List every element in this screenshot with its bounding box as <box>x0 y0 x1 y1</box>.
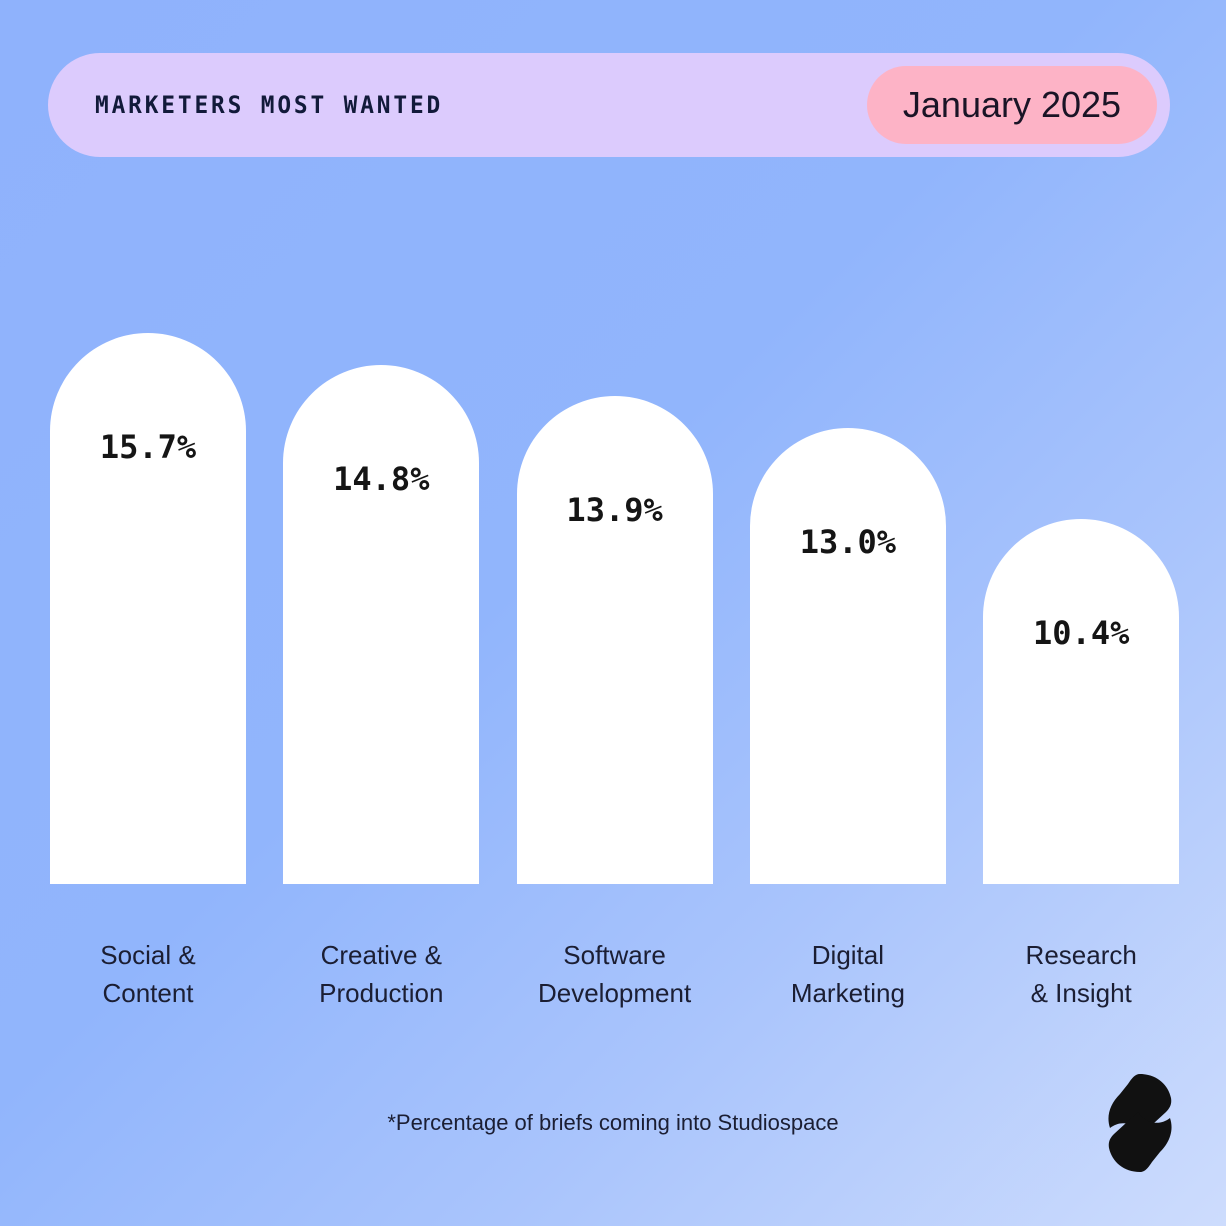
date-badge: January 2025 <box>867 66 1157 144</box>
bar <box>983 518 1180 884</box>
bar <box>516 396 713 884</box>
category-label-line: Content <box>102 978 194 1008</box>
category-label-line: Software <box>563 940 666 970</box>
category-label-line: Creative & <box>320 940 442 970</box>
category-label-line: Social & <box>100 940 196 970</box>
studiospace-logo-icon <box>1108 1074 1172 1172</box>
category-label-line: Marketing <box>790 978 905 1008</box>
category-label-line: Production <box>319 978 444 1008</box>
category-label: Software Development <box>495 936 735 1012</box>
category-label: Social & Content <box>28 936 268 1012</box>
category-label: Creative & Production <box>261 936 501 1012</box>
header-pill: MARKETERS MOST WANTED January 2025 <box>48 53 1170 157</box>
bar <box>283 364 480 884</box>
bar <box>749 427 946 884</box>
chart-title: MARKETERS MOST WANTED <box>95 91 444 119</box>
value-label: 14.8% <box>333 459 430 498</box>
category-label: Digital Marketing <box>728 936 968 1012</box>
value-label: 13.9% <box>566 491 663 530</box>
category-label-line: Development <box>537 978 692 1008</box>
category-label: Research & Insight <box>961 936 1201 1012</box>
category-label-line: Digital <box>811 940 885 970</box>
bar <box>50 332 246 884</box>
value-label: 10.4% <box>1033 613 1130 652</box>
value-label: 13.0% <box>799 522 897 561</box>
category-label-line: Research <box>1025 940 1137 970</box>
footnote: *Percentage of briefs coming into Studio… <box>387 1110 839 1135</box>
category-label-line: & Insight <box>1030 978 1132 1008</box>
value-label: 15.7% <box>99 427 197 466</box>
